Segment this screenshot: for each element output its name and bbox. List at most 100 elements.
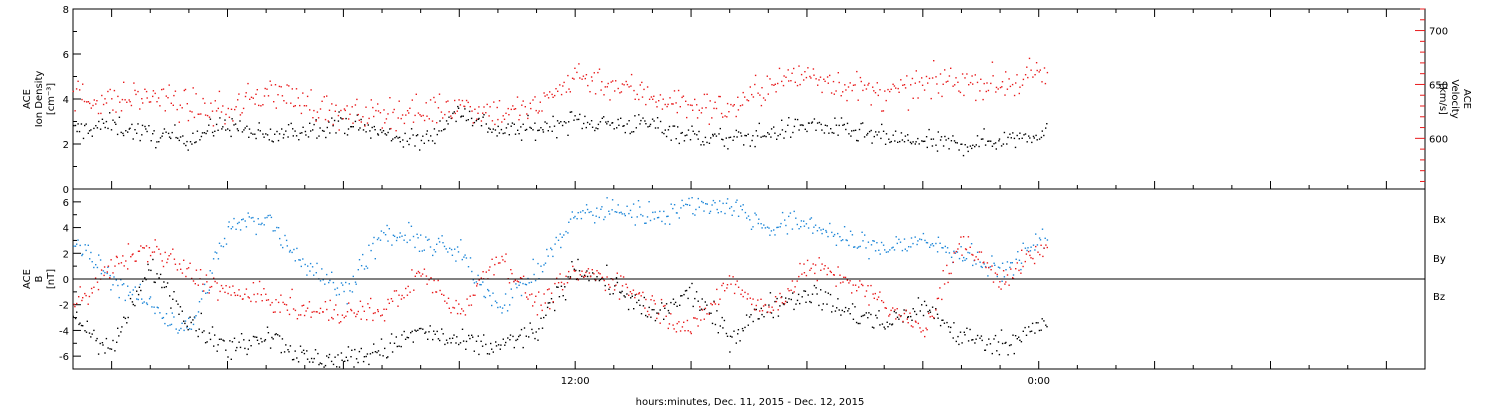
bz-point xyxy=(468,304,470,307)
bz-point xyxy=(329,299,331,302)
b-tick-label: 0 xyxy=(63,275,69,286)
velocity-point xyxy=(658,100,660,102)
velocity-point xyxy=(751,93,753,96)
velocity-point xyxy=(117,95,119,98)
density-point xyxy=(268,139,270,141)
bx-point xyxy=(132,303,134,306)
bz-point xyxy=(361,305,364,308)
density-point xyxy=(200,135,203,138)
velocity-point xyxy=(1005,71,1007,73)
b-tick-label: 2 xyxy=(63,249,69,260)
bz-point xyxy=(405,287,407,290)
bz-point xyxy=(684,330,686,332)
bz-point xyxy=(679,330,682,332)
velocity-point xyxy=(568,88,570,90)
density-point xyxy=(448,116,450,118)
bx-point xyxy=(554,309,556,312)
velocity-point xyxy=(120,110,123,112)
density-point xyxy=(888,138,890,140)
bx-point xyxy=(158,277,160,279)
bx-point xyxy=(281,338,284,340)
by-point xyxy=(475,281,478,283)
velocity-point xyxy=(152,90,155,92)
density-point xyxy=(532,129,534,131)
by-point xyxy=(188,317,190,319)
density-point xyxy=(763,135,766,137)
density-point xyxy=(1036,139,1038,141)
density-point xyxy=(90,129,92,131)
bz-point xyxy=(210,285,213,288)
density-point xyxy=(950,140,953,142)
bz-point xyxy=(937,297,940,299)
bx-point xyxy=(99,342,101,345)
density-point xyxy=(736,136,738,138)
density-point xyxy=(250,132,252,134)
bz-point xyxy=(294,309,297,312)
bz-point xyxy=(195,269,198,271)
bz-point xyxy=(538,291,540,293)
velocity-point xyxy=(324,118,327,121)
velocity-point xyxy=(892,83,894,85)
bx-point xyxy=(975,338,977,340)
density-point xyxy=(904,135,907,137)
velocity-point xyxy=(225,113,227,116)
velocity-point xyxy=(694,98,696,101)
by-point xyxy=(829,222,831,225)
bz-point xyxy=(657,313,660,315)
bz-point xyxy=(356,313,358,315)
bx-point xyxy=(373,343,375,345)
by-point xyxy=(624,214,626,217)
by-point xyxy=(818,227,821,229)
bx-point xyxy=(166,282,169,284)
velocity-point xyxy=(440,111,443,113)
bx-point xyxy=(252,335,255,338)
by-point xyxy=(960,246,962,248)
density-point xyxy=(350,126,353,128)
by-point xyxy=(205,292,207,294)
by-point xyxy=(434,251,437,253)
velocity-point xyxy=(925,75,928,78)
bz-point xyxy=(724,290,726,292)
by-point xyxy=(181,322,183,324)
by-point xyxy=(588,211,590,214)
velocity-point xyxy=(1027,76,1029,79)
by-point xyxy=(469,257,472,259)
bz-point xyxy=(455,299,457,302)
density-point xyxy=(170,137,172,140)
density-point xyxy=(1023,134,1025,136)
by-point xyxy=(833,233,836,236)
density-point xyxy=(387,131,389,134)
density-point xyxy=(381,131,383,134)
velocity-point xyxy=(543,92,545,94)
velocity-point xyxy=(937,92,940,94)
velocity-point xyxy=(501,121,503,123)
by-point xyxy=(805,223,808,225)
by-point xyxy=(309,270,311,272)
density-point xyxy=(167,132,170,135)
by-point xyxy=(1010,262,1012,264)
velocity-point xyxy=(300,112,303,115)
bx-point xyxy=(401,334,403,336)
bx-point xyxy=(1016,338,1018,340)
by-point xyxy=(580,217,583,220)
bz-point xyxy=(343,316,345,319)
velocity-point xyxy=(82,83,84,85)
density-point xyxy=(329,132,331,134)
bx-point xyxy=(1005,341,1007,344)
bx-point xyxy=(826,303,828,305)
bz-point xyxy=(584,275,587,277)
velocity-point xyxy=(777,82,779,85)
bx-point xyxy=(663,318,665,320)
bz-point xyxy=(494,263,496,266)
bx-point xyxy=(428,331,430,333)
by-point xyxy=(705,203,707,205)
velocity-point xyxy=(650,96,653,98)
velocity-point xyxy=(805,76,808,79)
bz-point xyxy=(1021,249,1023,251)
velocity-point xyxy=(837,72,839,74)
bz-point xyxy=(755,304,757,307)
by-point xyxy=(983,263,985,265)
velocity-point xyxy=(773,84,775,86)
density-point xyxy=(436,133,438,136)
velocity-point xyxy=(574,67,576,69)
